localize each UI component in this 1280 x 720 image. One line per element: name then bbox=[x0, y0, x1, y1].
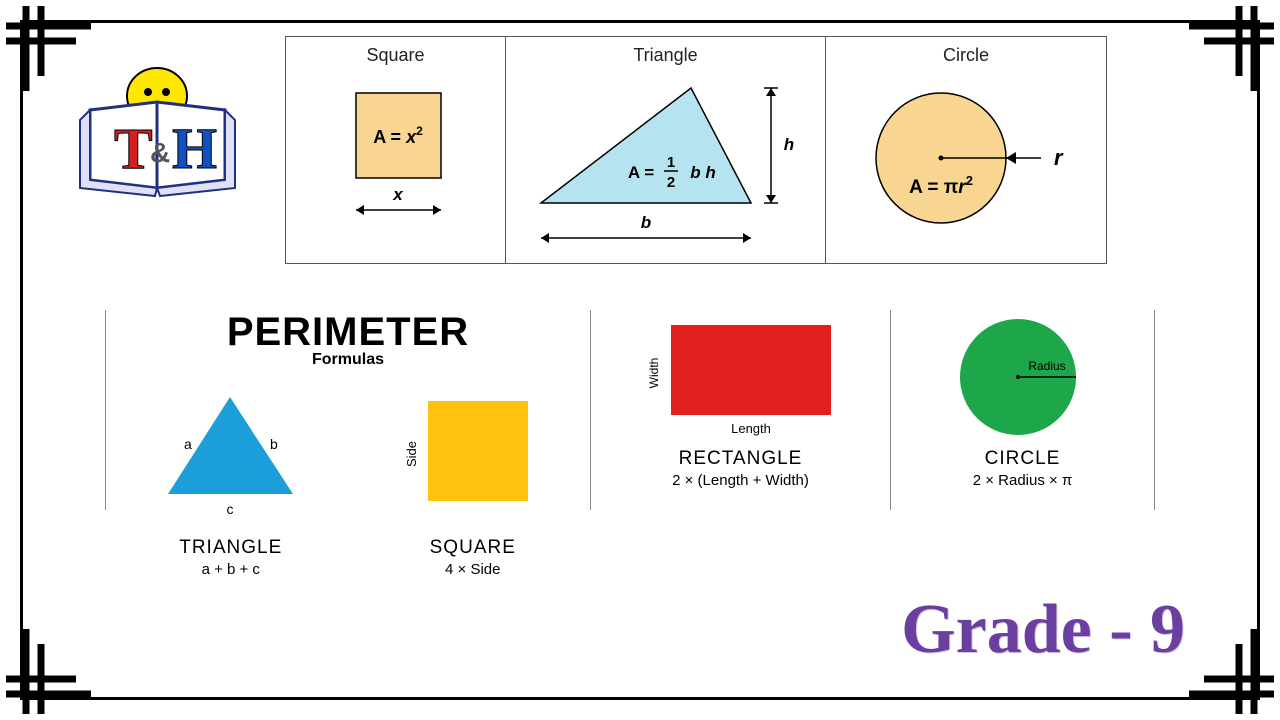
svg-text:Radius: Radius bbox=[1028, 359, 1065, 373]
square-perimeter-icon: Side bbox=[398, 389, 548, 524]
area-formulas-table: Square A = x2 x Triangle A = 1 2 b h b bbox=[285, 36, 1107, 264]
svg-text:&: & bbox=[150, 137, 170, 168]
svg-text:b: b bbox=[270, 436, 278, 452]
rectangle-formula: 2 × (Length + Width) bbox=[672, 472, 809, 489]
svg-text:T: T bbox=[114, 116, 153, 181]
triangle-name: TRIANGLE bbox=[148, 537, 313, 559]
svg-text:b: b bbox=[641, 213, 651, 232]
svg-text:c: c bbox=[227, 501, 234, 517]
svg-text:Width: Width bbox=[647, 358, 661, 389]
circle-formula: 2 × Radius × π bbox=[973, 472, 1073, 489]
perimeter-subheading: Formulas bbox=[106, 351, 590, 369]
svg-text:2: 2 bbox=[667, 174, 675, 191]
svg-text:1: 1 bbox=[667, 154, 675, 171]
perimeter-heading: PERIMETER bbox=[106, 310, 590, 355]
perimeter-triangle: a b c TRIANGLE a + b + c bbox=[148, 389, 313, 578]
area-square-cell: Square A = x2 x bbox=[286, 37, 506, 263]
circle-name: CIRCLE bbox=[985, 448, 1061, 470]
svg-text:x: x bbox=[392, 185, 404, 204]
svg-text:H: H bbox=[172, 116, 217, 181]
svg-text:r: r bbox=[1054, 145, 1064, 170]
perimeter-section: PERIMETER Formulas a b c TRIANGLE a + b … bbox=[105, 310, 1175, 590]
triangle-perimeter-icon: a b c bbox=[148, 389, 313, 524]
svg-text:A = πr2: A = πr2 bbox=[909, 173, 973, 198]
area-square-title: Square bbox=[301, 45, 490, 66]
perimeter-square: Side SQUARE 4 × Side bbox=[398, 389, 548, 578]
corner-decoration-br bbox=[1174, 614, 1274, 714]
corner-decoration-bl bbox=[6, 614, 106, 714]
area-triangle-title: Triangle bbox=[521, 45, 810, 66]
svg-text:A = x2: A = x2 bbox=[373, 124, 423, 147]
square-formula: 4 × Side bbox=[398, 561, 548, 578]
svg-text:b h: b h bbox=[690, 163, 716, 182]
triangle-shape-icon: A = 1 2 b h b h bbox=[521, 78, 810, 248]
svg-text:Length: Length bbox=[731, 421, 771, 436]
area-triangle-cell: Triangle A = 1 2 b h b h bbox=[506, 37, 826, 263]
rectangle-perimeter-icon: Width Length bbox=[636, 315, 846, 440]
svg-text:A =: A = bbox=[628, 163, 654, 182]
corner-decoration-tr bbox=[1174, 6, 1274, 106]
circle-perimeter-icon: Radius bbox=[943, 315, 1103, 440]
area-circle-cell: Circle r A = πr2 bbox=[826, 37, 1106, 263]
circle-shape-icon: r A = πr2 bbox=[841, 78, 1091, 243]
triangle-formula: a + b + c bbox=[148, 561, 313, 578]
rectangle-name: RECTANGLE bbox=[679, 448, 803, 470]
square-shape-icon: A = x2 x bbox=[321, 78, 471, 238]
square-name: SQUARE bbox=[398, 537, 548, 559]
svg-text:a: a bbox=[184, 436, 192, 452]
area-circle-title: Circle bbox=[841, 45, 1091, 66]
svg-text:h: h bbox=[784, 135, 794, 154]
grade-label: Grade - 9 bbox=[901, 590, 1185, 670]
svg-text:Side: Side bbox=[404, 441, 419, 467]
th-logo: T & H bbox=[70, 60, 245, 200]
